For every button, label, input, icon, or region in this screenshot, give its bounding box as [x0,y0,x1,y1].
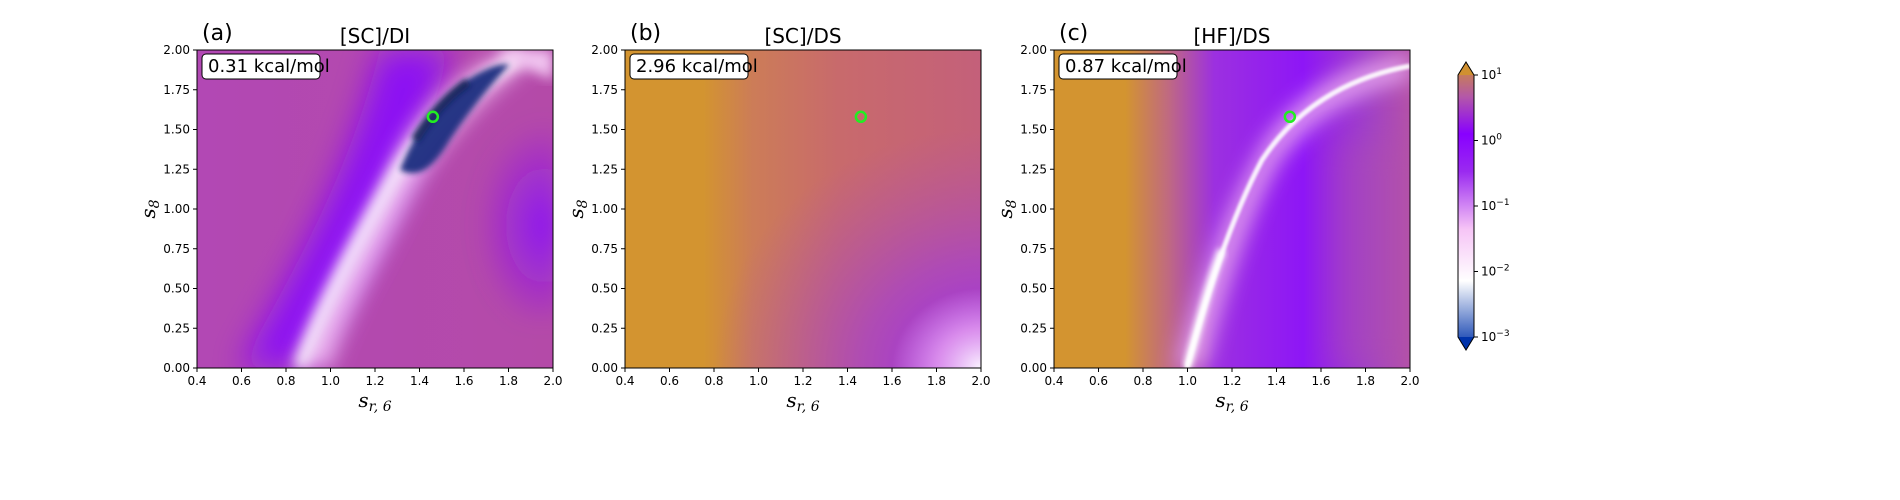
x-tick-label: 2.0 [1400,374,1419,388]
x-tick-label: 1.0 [1178,374,1197,388]
x-ticks-a: 0.4 0.6 0.8 1.0 1.2 1.4 1.6 1.8 2.0 [187,368,563,388]
y-tick-label: 1.25 [163,162,190,176]
panel-a: 0.4 0.6 0.8 1.0 1.2 1.4 1.6 1.8 2.0 0.00 0.25 0.50… [136,21,563,415]
y-tick-label: 1.00 [163,202,190,216]
x-tick-label: 2.0 [971,374,990,388]
y-tick-label: 0.75 [1020,242,1047,256]
y-tick-label: 2.00 [591,43,618,57]
optimum-marker-c [1283,110,1297,124]
y-tick-label: 0.25 [163,321,190,335]
y-tick-label: 0.50 [163,282,190,296]
y-tick-label: 0.75 [591,242,618,256]
y-ticks-c: 0.00 0.25 0.50 0.75 1.00 1.25 1.50 1.75 2.00 [1020,43,1054,375]
y-axis-label-b: s8 [564,199,591,218]
x-ticks-b: 0.4 0.6 0.8 1.0 1.2 1.4 1.6 1.8 2.0 [615,368,991,388]
x-axis-label-c: sr, 6 [1215,388,1248,415]
x-tick-label: 1.2 [365,374,384,388]
x-tick-label: 1.4 [838,374,857,388]
y-tick-label: 1.25 [1020,162,1047,176]
x-tick-label: 1.8 [1356,374,1375,388]
x-tick-label: 1.2 [793,374,812,388]
x-tick-label: 0.6 [232,374,251,388]
y-tick-label: 0.00 [163,361,190,375]
x-tick-label: 0.8 [1133,374,1152,388]
colorbar-tick-label: 10−3 [1481,329,1510,344]
y-tick-label: 1.75 [163,83,190,97]
chart-title-a: [SC]/DI [340,24,410,48]
colorbar-ticks: 101 100 10−1 10−2 10−3 [1474,67,1510,344]
colorbar-tick-label: 10−2 [1481,264,1510,279]
y-tick-label: 0.25 [1020,321,1047,335]
colorbar-extend-top [1458,62,1474,75]
y-ticks-b: 0.00 0.25 0.50 0.75 1.00 1.25 1.50 1.75 2.00 [591,43,625,375]
optimum-marker-b [854,110,868,124]
panel-b: 0.4 0.6 0.8 1.0 1.2 1.4 1.6 1.8 2.0 0.00 0.25 0.50… [564,21,991,415]
y-axis-label-a: s8 [136,199,163,218]
y-tick-label: 2.00 [1020,43,1047,57]
y-tick-label: 0.00 [1020,361,1047,375]
optimum-marker-a [426,110,440,124]
colorbar-tick-label: 100 [1481,133,1502,148]
heatmap-a [197,50,553,368]
x-axis-label-a: sr, 6 [358,388,391,415]
heatmap-c [1054,50,1410,368]
y-tick-label: 2.00 [163,43,190,57]
x-tick-label: 1.4 [1267,374,1286,388]
panel-c: 0.4 0.6 0.8 1.0 1.2 1.4 1.6 1.8 2.0 0.00 0.25 0.50… [993,21,1420,415]
y-tick-label: 1.50 [163,123,190,137]
x-tick-label: 0.6 [1089,374,1108,388]
x-ticks-c: 0.4 0.6 0.8 1.0 1.2 1.4 1.6 1.8 2.0 [1044,368,1420,388]
colorbar: 101 100 10−1 10−2 10−3 [1457,61,1510,351]
colorbar-tick-label: 10−1 [1481,198,1510,213]
y-tick-label: 0.75 [163,242,190,256]
colorbar-tick-label: 101 [1481,67,1502,82]
y-tick-label: 0.50 [1020,282,1047,296]
x-tick-label: 0.8 [704,374,723,388]
y-tick-label: 1.00 [591,202,618,216]
x-axis-label-b: sr, 6 [786,388,819,415]
annotation-text-c: 0.87 kcal/mol [1065,56,1187,77]
y-tick-label: 1.50 [1020,123,1047,137]
y-axis-label-c: s8 [993,199,1020,218]
annotation-text-a: 0.31 kcal/mol [208,56,330,77]
colorbar-extend-bottom [1458,337,1474,350]
x-tick-label: 2.0 [543,374,562,388]
annotation-box-b: 2.96 kcal/mol [629,53,758,80]
chart-title-b: [SC]/DS [764,24,841,48]
y-tick-label: 0.50 [591,282,618,296]
x-tick-label: 1.6 [454,374,473,388]
x-tick-label: 1.0 [321,374,340,388]
x-tick-label: 1.8 [927,374,946,388]
x-tick-label: 0.4 [1044,374,1063,388]
y-tick-label: 1.75 [1020,83,1047,97]
annotation-box-a: 0.31 kcal/mol [201,53,330,80]
y-ticks-a: 0.00 0.25 0.50 0.75 1.00 1.25 1.50 1.75 2.00 [163,43,197,375]
y-tick-label: 1.00 [1020,202,1047,216]
x-tick-label: 0.8 [276,374,295,388]
x-tick-label: 0.4 [187,374,206,388]
y-tick-label: 0.25 [591,321,618,335]
panel-label-b: (b) [630,21,661,46]
x-tick-label: 1.4 [410,374,429,388]
panel-label-a: (a) [202,21,233,46]
y-tick-label: 0.00 [591,361,618,375]
x-tick-label: 1.6 [882,374,901,388]
y-tick-label: 1.25 [591,162,618,176]
y-tick-label: 1.75 [591,83,618,97]
x-tick-label: 0.4 [615,374,634,388]
heatmap-b [625,50,981,368]
y-tick-label: 1.50 [591,123,618,137]
x-tick-label: 1.2 [1222,374,1241,388]
annotation-text-b: 2.96 kcal/mol [636,56,758,77]
x-tick-label: 1.0 [749,374,768,388]
x-tick-label: 0.6 [660,374,679,388]
panel-label-c: (c) [1059,21,1088,46]
x-tick-label: 1.8 [499,374,518,388]
chart-title-c: [HF]/DS [1194,24,1271,48]
x-tick-label: 1.6 [1311,374,1330,388]
annotation-box-c: 0.87 kcal/mol [1058,53,1187,80]
